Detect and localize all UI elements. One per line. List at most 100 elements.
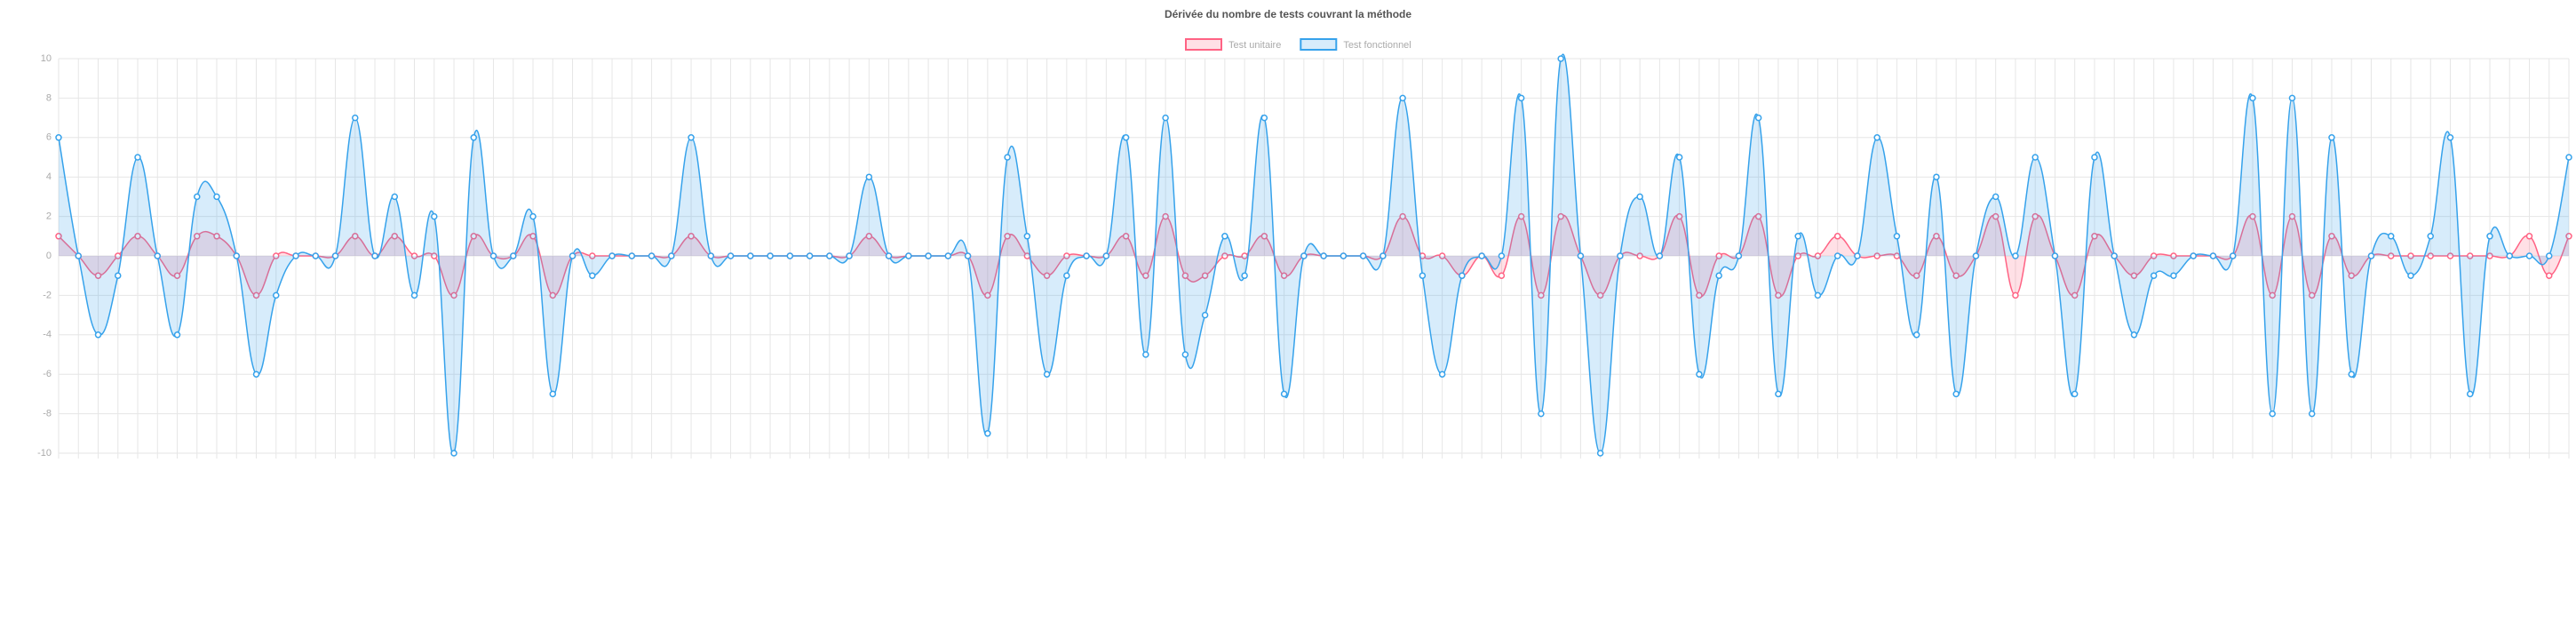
point (1596, 450, 1604, 457)
point (2328, 134, 2335, 141)
point (115, 252, 122, 259)
point (213, 193, 220, 201)
point (134, 233, 141, 240)
point (1992, 212, 2000, 220)
point (1517, 94, 1525, 102)
point (786, 252, 794, 259)
point (371, 252, 378, 259)
series-area (59, 215, 2569, 297)
point (55, 134, 62, 141)
point (2486, 233, 2493, 240)
point (2012, 252, 2019, 259)
point (2229, 252, 2237, 259)
point (1814, 291, 1822, 299)
point (173, 272, 181, 279)
point (1221, 233, 1228, 240)
point (1419, 272, 1427, 279)
point (134, 154, 141, 161)
point (94, 272, 102, 279)
point (431, 252, 438, 259)
point (1320, 252, 1327, 259)
point (806, 252, 814, 259)
point (2269, 410, 2276, 418)
point (1142, 272, 1149, 279)
point (173, 331, 181, 339)
point (2506, 252, 2513, 259)
point (1478, 252, 1485, 259)
point (589, 272, 596, 279)
y-tick-label: -10 (37, 448, 52, 459)
point (1775, 291, 1782, 299)
point (2130, 331, 2138, 339)
point (154, 252, 162, 259)
point (1399, 94, 1406, 102)
point (94, 331, 102, 339)
point (529, 212, 537, 220)
point (2031, 154, 2039, 161)
point (648, 252, 656, 259)
point (925, 252, 932, 259)
point (1596, 291, 1604, 299)
point (2209, 252, 2217, 259)
point (1181, 351, 1189, 358)
point (846, 252, 853, 259)
point (2427, 252, 2434, 259)
point (688, 134, 695, 141)
point (450, 291, 457, 299)
point (2012, 291, 2019, 299)
point (1754, 212, 1762, 220)
point (1557, 212, 1564, 220)
point (1498, 252, 1506, 259)
point (213, 233, 220, 240)
point (2565, 154, 2572, 161)
point (233, 252, 241, 259)
point (1122, 233, 1130, 240)
point (2071, 390, 2079, 398)
point (1083, 252, 1090, 259)
point (2367, 252, 2375, 259)
point (2150, 272, 2158, 279)
point (1754, 114, 1762, 122)
series-line (58, 53, 2570, 455)
point (688, 233, 695, 240)
point (1735, 252, 1743, 259)
chart-title: Dérivée du nombre de tests couvrant la m… (1165, 8, 1411, 20)
point (470, 233, 478, 240)
point (1833, 233, 1841, 240)
point (1538, 410, 1545, 418)
point (905, 252, 912, 259)
point (2111, 252, 2118, 259)
point (964, 252, 972, 259)
point (194, 233, 201, 240)
point (2545, 272, 2553, 279)
point (410, 252, 418, 259)
point (944, 252, 952, 259)
point (2308, 410, 2316, 418)
point (1063, 252, 1070, 259)
point (1300, 252, 1308, 259)
point (2446, 134, 2454, 141)
point (410, 291, 418, 299)
y-tick-label: 2 (46, 211, 52, 222)
point (865, 173, 873, 180)
point (273, 291, 280, 299)
point (489, 252, 497, 259)
point (727, 252, 735, 259)
point (1775, 390, 1782, 398)
point (1043, 371, 1051, 378)
point (984, 291, 991, 299)
point (273, 252, 280, 259)
point (1675, 212, 1683, 220)
point (1181, 272, 1189, 279)
point (1459, 272, 1466, 279)
point (767, 252, 774, 259)
point (1004, 233, 1011, 240)
point (1438, 371, 1446, 378)
point (1933, 233, 1940, 240)
point (1794, 252, 1801, 259)
point (2525, 252, 2533, 259)
point (2525, 233, 2533, 240)
point (885, 252, 893, 259)
point (1399, 212, 1406, 220)
y-tick-label: 6 (46, 132, 52, 143)
